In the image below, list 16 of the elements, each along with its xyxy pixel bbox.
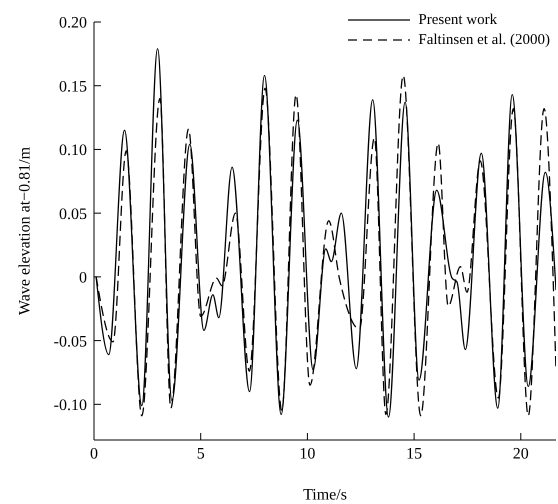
legend-label: Present work (418, 12, 498, 28)
legend-label: Faltinsen et al. (2000) (418, 32, 550, 48)
y-tick-label: 0.10 (59, 142, 87, 160)
y-tick-label: 0 (79, 270, 87, 287)
y-tick-label: -0.10 (54, 396, 87, 414)
x-tick-label: 0 (90, 445, 98, 462)
x-tick-label: 10 (299, 445, 316, 462)
y-tick-label: 0.20 (59, 14, 87, 32)
y-axis-title: Wave elevation at−0.81/m (16, 146, 34, 316)
y-tick-label: 0.15 (59, 78, 87, 96)
y-tick-label: 0.05 (59, 206, 87, 223)
y-tick-label: -0.05 (54, 333, 87, 350)
x-tick-label: 15 (406, 445, 422, 462)
x-axis-title: Time/s (303, 486, 347, 504)
x-tick-label: 5 (196, 445, 205, 462)
x-tick-label: 20 (512, 445, 529, 462)
